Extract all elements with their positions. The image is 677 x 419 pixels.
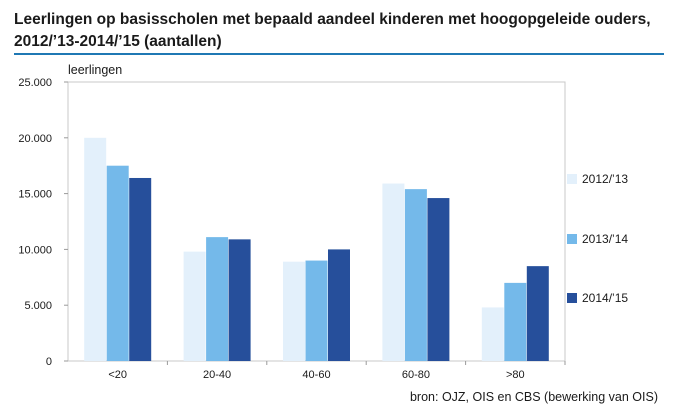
chart-title: Leerlingen op basisscholen met bepaald a…: [14, 11, 651, 50]
legend-item-2012-13: 2012/’13: [567, 171, 667, 187]
bar: [84, 137, 107, 361]
bar: [427, 198, 450, 361]
y-axis-label: leerlingen: [68, 63, 123, 77]
bar: [183, 251, 206, 361]
x-tick-label: 20-40: [203, 369, 231, 381]
bar: [526, 266, 549, 361]
bar: [283, 261, 305, 361]
bar: [481, 307, 504, 361]
bar: [305, 260, 328, 361]
y-tick-label: 10.000: [18, 244, 52, 256]
y-tick-label: 5.000: [24, 300, 52, 312]
legend-label-2014-15: 2014/’15: [582, 291, 629, 305]
legend-label-2013-14: 2013/’14: [582, 232, 629, 246]
legend-label-2012-13: 2012/’13: [582, 172, 629, 186]
source-note: bron: OJZ, OIS en CBS (bewerking van OIS…: [409, 390, 658, 404]
bar: [404, 189, 427, 361]
legend-swatch-2013-14: [567, 234, 577, 244]
x-tick-label: 40-60: [302, 369, 330, 381]
bar: [206, 237, 229, 361]
bar: [328, 249, 350, 361]
bar: [129, 177, 152, 361]
legend-item-2014-15: 2014/’15: [567, 290, 667, 306]
legend-item-2013-14: 2013/’14: [567, 231, 667, 247]
title-divider: [14, 53, 664, 55]
y-tick-label: 25.000: [18, 77, 52, 89]
y-tick-label: 0: [46, 356, 52, 368]
bar: [504, 282, 527, 361]
x-tick-label: 60-80: [402, 369, 430, 381]
y-tick-label: 15.000: [18, 189, 52, 201]
legend-swatch-2012-13: [567, 174, 577, 184]
x-tick-label: >80: [506, 369, 525, 381]
x-tick-label: <20: [108, 369, 127, 381]
bar: [228, 239, 251, 361]
bar: [382, 183, 405, 361]
bar: [106, 165, 129, 361]
y-tick-label: 20.000: [18, 133, 52, 145]
legend-swatch-2014-15: [567, 293, 577, 303]
